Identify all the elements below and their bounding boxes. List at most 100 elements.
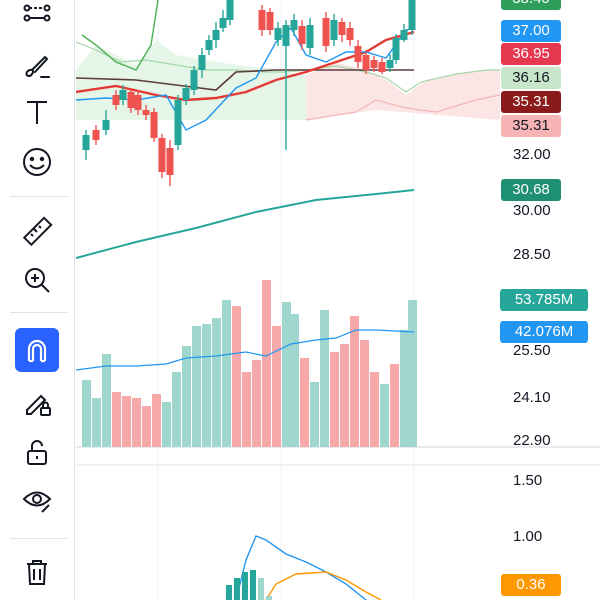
magnet-tool-button[interactable] <box>15 328 59 372</box>
candle-body <box>226 0 234 20</box>
hide-drawings-tool-icon <box>22 491 52 513</box>
volume-badge: 53.785M <box>500 289 588 311</box>
candle-body <box>166 148 174 175</box>
volume-ma-badge: 42.076M <box>500 321 588 343</box>
zoom-in-tool-button[interactable] <box>15 258 59 302</box>
blue-ma-badge: 37.00 <box>501 20 561 42</box>
text-tool-button[interactable] <box>15 90 59 134</box>
candle-body <box>119 90 127 100</box>
candle-body <box>127 92 135 108</box>
volume-bar <box>242 372 251 447</box>
candle-body <box>274 28 282 40</box>
candle-body <box>92 130 100 140</box>
candle-body <box>142 110 150 115</box>
oscillator-axis-label: 1.00 <box>513 528 543 545</box>
volume-bar <box>212 318 221 447</box>
candlesticks <box>82 0 416 186</box>
candle-body <box>190 70 198 90</box>
candle-body <box>212 30 220 40</box>
text-tool-icon <box>27 101 47 124</box>
volume-bar <box>162 402 171 447</box>
oscillator-axis-label: 1.50 <box>513 472 543 489</box>
candle-body <box>378 62 386 72</box>
ruler-tool-icon <box>22 216 53 247</box>
red-ma-line <box>76 30 415 102</box>
oscillator-blue-line <box>235 535 367 600</box>
candle-body <box>102 120 110 130</box>
volume-bar <box>112 392 121 447</box>
volume-bar <box>300 358 309 447</box>
volume-bar <box>290 314 299 447</box>
oscillator-orange-line <box>265 571 382 600</box>
candle-body <box>400 30 408 40</box>
cloud-red-badge: 35.31 <box>501 115 561 137</box>
unlock-tool-button[interactable] <box>15 430 59 474</box>
emoji-tool-button[interactable] <box>15 140 59 184</box>
hide-drawings-tool-button[interactable] <box>15 478 59 522</box>
candle-body <box>82 135 90 150</box>
cloud-green-badge: 36.16 <box>501 67 561 89</box>
dark-line-badge: 35.31 <box>501 91 561 113</box>
price-axis-label: 32.00 <box>513 146 551 163</box>
volume-bar <box>282 302 291 447</box>
volume-bar <box>400 330 409 447</box>
volume-bar <box>92 398 101 447</box>
candle-body <box>174 100 182 145</box>
chart-area[interactable]: 32.00 30.00 28.50 25.50 24.10 22.90 1.50… <box>76 0 600 600</box>
oscillator-badge: 0.36 <box>501 574 561 596</box>
volume-bar <box>370 372 379 447</box>
price-axis-label: 25.50 <box>513 342 551 359</box>
volume-bar <box>132 398 141 447</box>
volume-bar <box>408 300 417 447</box>
volume-bar <box>390 364 399 447</box>
volume-bar <box>182 346 191 447</box>
candle-body <box>370 60 378 68</box>
candle-body <box>134 95 142 110</box>
volume-bar <box>320 310 329 447</box>
candle-body <box>150 112 158 138</box>
volume-bar <box>172 372 181 447</box>
cloud-red <box>306 62 500 120</box>
volume-bar <box>340 344 349 447</box>
emoji-tool-icon <box>23 148 51 176</box>
green-lagging-line <box>81 0 159 71</box>
volume-bar <box>152 394 161 447</box>
candle-body <box>290 20 298 30</box>
volume-bar <box>330 352 339 447</box>
price-chart[interactable] <box>76 0 600 600</box>
candle-body <box>408 0 416 30</box>
red-ma-badge: 36.95 <box>501 43 561 65</box>
candle-body <box>182 88 190 100</box>
magnet-tool-icon <box>27 339 47 363</box>
trash-tool-icon <box>27 560 47 585</box>
trash-tool-button[interactable] <box>15 550 59 594</box>
lock-drawings-tool-icon <box>26 394 51 416</box>
candle-body <box>354 46 362 62</box>
candle-body <box>266 12 274 30</box>
last-price-badge: 38.40 <box>501 0 561 10</box>
cloud-lower-line <box>305 94 501 121</box>
trend-line-tool-button[interactable] <box>15 0 59 34</box>
volume-bar <box>192 326 201 447</box>
lock-drawings-tool-button[interactable] <box>15 380 59 424</box>
volume-bar <box>262 280 271 447</box>
volume-bar <box>202 324 211 447</box>
unlock-tool-icon <box>27 440 47 465</box>
volume-bar <box>82 380 91 447</box>
toolbar-separator <box>10 196 68 197</box>
toolbar-separator <box>10 312 68 313</box>
price-axis-label: 22.90 <box>513 432 551 449</box>
oscillator-histogram <box>226 570 272 600</box>
candle-body <box>258 10 266 30</box>
volume-bar <box>252 360 261 447</box>
ruler-tool-button[interactable] <box>15 210 59 254</box>
volume-bar <box>272 326 281 447</box>
volume-bar <box>142 406 151 447</box>
brush-tool-icon <box>25 55 50 78</box>
volume-bar <box>350 316 359 447</box>
volume-bars <box>82 280 417 447</box>
candle-body <box>362 55 370 70</box>
candle-body <box>392 38 400 60</box>
brush-tool-button[interactable] <box>15 45 59 89</box>
candle-body <box>346 28 354 40</box>
